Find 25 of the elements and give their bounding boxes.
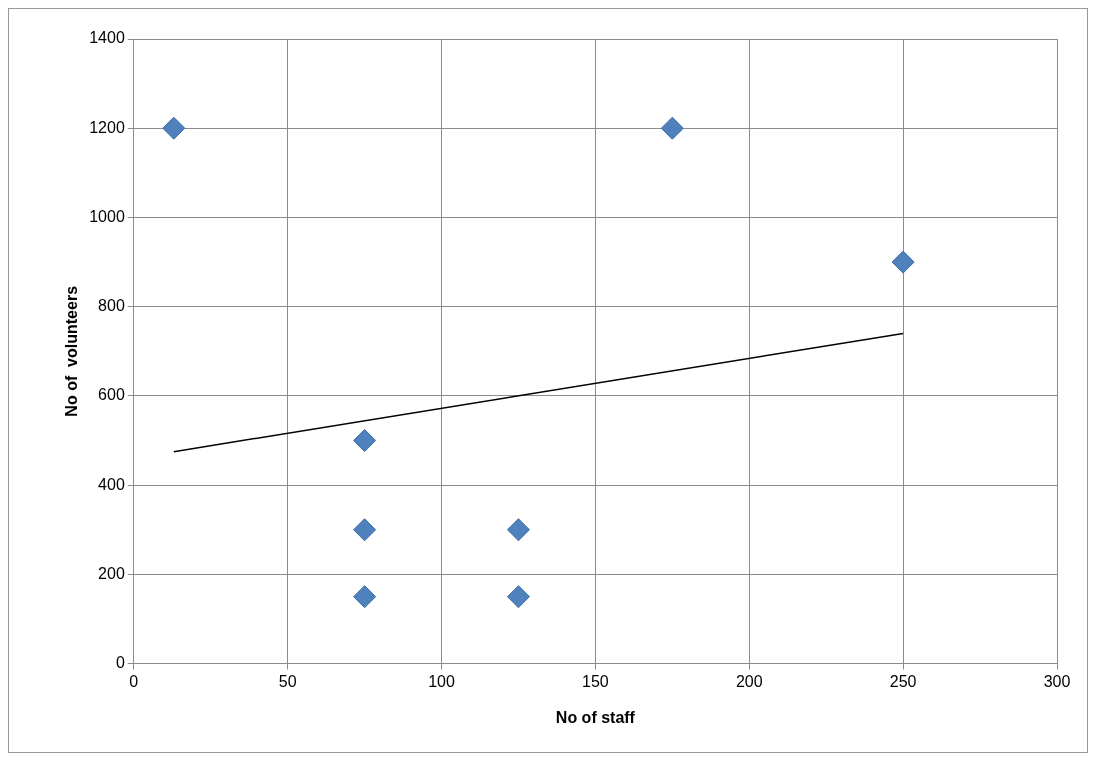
point xyxy=(353,518,377,542)
point xyxy=(162,116,186,140)
y-tick-label: 800 xyxy=(98,297,125,315)
y-tick-label: 0 xyxy=(115,654,125,672)
x-tick-label: 300 xyxy=(1043,672,1071,690)
y-tick-label: 600 xyxy=(98,386,125,404)
x-tick-label: 0 xyxy=(129,672,139,690)
x-tick-label: 150 xyxy=(582,672,609,690)
y-tick-label: 1200 xyxy=(89,118,125,136)
y-tick-label: 1400 xyxy=(89,29,125,47)
x-tick-label: 100 xyxy=(428,672,455,690)
y-tick-label: 200 xyxy=(98,564,125,582)
point xyxy=(506,518,530,542)
y-tick-label: 400 xyxy=(98,475,125,493)
y-tick-label: 1000 xyxy=(89,207,125,225)
point xyxy=(660,116,684,140)
x-tick-label: 200 xyxy=(735,672,763,690)
point xyxy=(353,429,377,453)
x-tick-label: 50 xyxy=(278,672,297,690)
point xyxy=(506,585,530,609)
x-tick-label: 250 xyxy=(889,672,917,690)
point xyxy=(891,250,915,274)
x-axis-title: No of staff xyxy=(555,708,636,726)
y-axis-title: No of volunteers xyxy=(63,285,81,417)
point xyxy=(353,585,377,609)
